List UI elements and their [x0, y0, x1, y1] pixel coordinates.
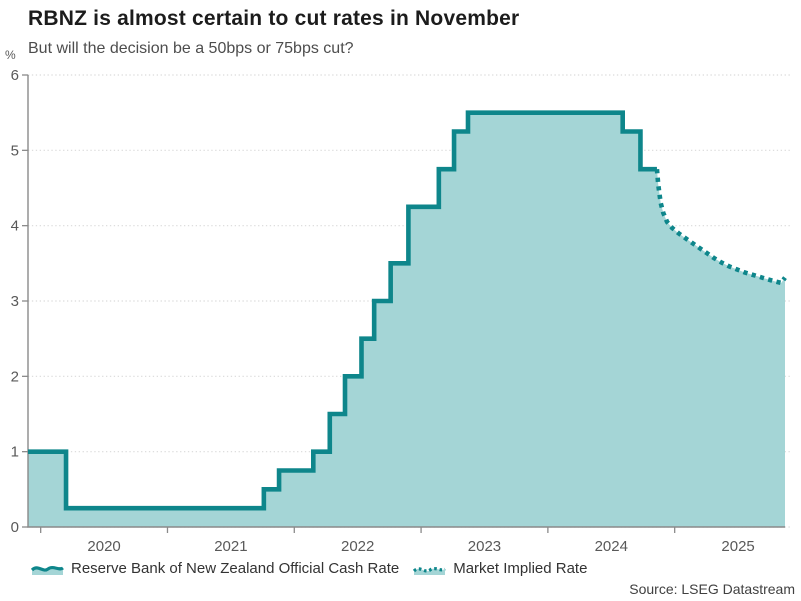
x-tick-label: 2023 — [468, 538, 501, 555]
legend: Reserve Bank of New Zealand Official Cas… — [31, 560, 587, 577]
market-implied-rate-line — [654, 168, 787, 286]
rate-area-fill — [28, 112, 785, 528]
source-note: Source: LSEG Datastream — [629, 581, 795, 597]
y-tick-label: 4 — [11, 218, 19, 235]
x-tick-label: 2021 — [214, 538, 247, 555]
solid-wave-icon — [31, 565, 64, 575]
y-tick-label: 0 — [11, 519, 19, 536]
dotted-wave-icon — [413, 566, 447, 575]
y-axis-unit-label: % — [5, 48, 16, 62]
legend-label-official-cash-rate: Reserve Bank of New Zealand Official Cas… — [71, 560, 400, 577]
page-subtitle: But will the decision be a 50bps or 75bp… — [28, 40, 354, 57]
y-tick-label: 2 — [11, 368, 19, 385]
legend-item-market-implied-rate: Market Implied Rate — [413, 560, 587, 577]
y-tick-label: 1 — [11, 444, 19, 461]
x-tick-label: 2025 — [721, 538, 754, 555]
x-tick-label: 2022 — [341, 538, 374, 555]
legend-label-market-implied-rate: Market Implied Rate — [453, 560, 588, 577]
official-cash-rate-line — [28, 110, 657, 511]
x-tick-label: 2024 — [595, 538, 628, 555]
y-tick-label: 5 — [11, 142, 19, 159]
y-tick-label: 3 — [11, 293, 19, 310]
x-tick-label: 2020 — [87, 538, 120, 555]
page-title: RBNZ is almost certain to cut rates in N… — [28, 7, 520, 30]
y-tick-label: 6 — [11, 67, 19, 84]
legend-item-official-cash-rate: Reserve Bank of New Zealand Official Cas… — [31, 560, 399, 577]
